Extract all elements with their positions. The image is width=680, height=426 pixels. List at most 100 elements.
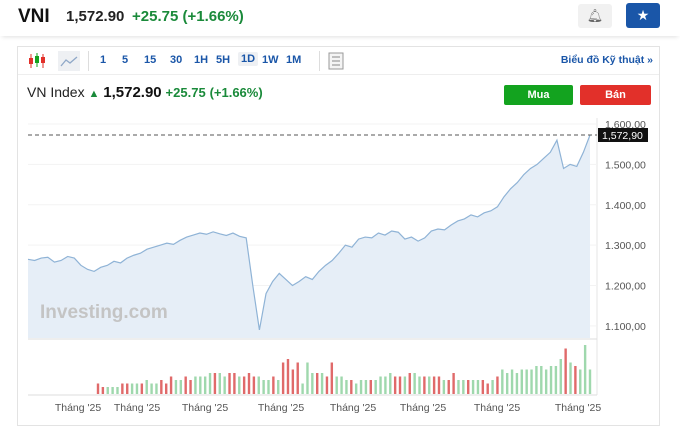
volume-bar	[150, 383, 153, 394]
y-tick-label: 1.100,00	[605, 321, 646, 333]
volume-bar	[501, 369, 504, 394]
volume-bar	[301, 383, 304, 394]
candlestick-icon[interactable]	[27, 51, 47, 71]
volume-bar	[316, 373, 319, 394]
volume-bar	[277, 380, 280, 394]
volume-bar	[330, 362, 334, 394]
interval-1W[interactable]: 1W	[262, 54, 279, 66]
volume-bar	[564, 348, 567, 394]
bell-plus-icon[interactable]: 🔔︎	[578, 4, 612, 28]
watermark: Investing.com	[40, 302, 168, 323]
volume-bar	[389, 373, 392, 394]
volume-bar	[364, 380, 368, 394]
instrument-change: +25.75	[165, 85, 206, 100]
volume-bar	[471, 380, 475, 394]
volume-bar	[505, 373, 509, 394]
volume-bar	[213, 373, 217, 394]
volume-bar	[257, 376, 260, 394]
interval-30[interactable]: 30	[170, 54, 183, 66]
x-tick-label: Tháng '25	[258, 402, 305, 414]
area-chart-icon[interactable]	[58, 51, 80, 71]
x-tick-label: Tháng '25	[400, 402, 447, 414]
change-pct: (+1.66%)	[182, 8, 244, 25]
volume-bar	[130, 383, 134, 394]
volume-bar	[281, 362, 285, 394]
volume-bar	[418, 376, 421, 394]
x-tick-label: Tháng '25	[114, 402, 161, 414]
volume-bar	[111, 387, 114, 394]
volume-bar	[447, 380, 450, 394]
interval-1[interactable]: 1	[100, 54, 107, 66]
volume-bar	[432, 376, 436, 394]
arrow-up-icon: ▲	[88, 88, 100, 100]
x-tick-label: Tháng '25	[330, 402, 377, 414]
volume-bar	[306, 362, 309, 394]
interval-1H[interactable]: 1H	[194, 54, 209, 66]
volume-bar	[496, 376, 499, 394]
volume-bar	[525, 369, 528, 394]
divider	[88, 51, 89, 71]
volume-bar	[350, 380, 353, 394]
y-tick-label: 1.500,00	[605, 159, 646, 171]
volume-bar	[208, 373, 212, 394]
news-icon[interactable]	[328, 52, 344, 70]
star-icon[interactable]: ★	[626, 3, 660, 28]
volume-bar	[126, 383, 129, 394]
volume-bar	[189, 380, 192, 394]
volume-bar	[267, 380, 270, 394]
volume-bar	[101, 387, 105, 394]
last-price-label: 1,572,90	[602, 130, 643, 142]
interval-1D[interactable]: 1D	[238, 52, 259, 66]
volume-bar	[549, 366, 553, 394]
x-tick-label: Tháng '25	[55, 402, 102, 414]
volume-bar	[510, 369, 514, 394]
volume-bar	[442, 380, 446, 394]
chart-toolbar: 1 5 15 30 1H 5H 1D 1W 1M Biểu đồ Kỹ thuật »	[18, 47, 659, 75]
interval-15[interactable]: 15	[144, 54, 157, 66]
interval-5[interactable]: 5	[122, 54, 129, 66]
y-tick-label: 1.400,00	[605, 200, 646, 212]
price-area	[28, 134, 590, 338]
x-tick-label: Tháng '25	[182, 402, 229, 414]
volume-bar	[233, 373, 236, 394]
volume-bar	[345, 380, 348, 394]
volume-bar	[262, 380, 265, 394]
chart-panel: 1 5 15 30 1H 5H 1D 1W 1M Biểu đồ Kỹ thuật » VN I…	[17, 46, 660, 426]
volume-bar	[554, 366, 558, 394]
volume-bar	[247, 373, 251, 394]
buy-button[interactable]: Mua	[504, 85, 573, 105]
volume-bar	[96, 383, 100, 394]
volume-bar	[286, 359, 290, 394]
volume-bar	[530, 369, 533, 394]
volume-bar	[462, 380, 465, 394]
volume-bar	[583, 345, 587, 394]
volume-bar	[160, 380, 163, 394]
technical-chart-link[interactable]: Biểu đồ Kỹ thuật »	[560, 54, 653, 66]
volume-bar	[486, 383, 489, 394]
volume-bar	[559, 359, 562, 394]
volume-bar	[491, 380, 494, 394]
volume-bar	[481, 380, 485, 394]
volume-bar	[579, 369, 582, 394]
volume-bar	[296, 362, 299, 394]
volume-bar	[228, 373, 231, 394]
volume-bar	[569, 362, 572, 394]
volume-bar	[199, 376, 202, 394]
price-change: +25.75 (+1.66%)	[132, 8, 244, 25]
volume-bar	[369, 380, 372, 394]
volume-bar	[574, 366, 577, 394]
interval-5H[interactable]: 5H	[216, 54, 231, 66]
quote-header: VNI 1,572.90 +25.75 (+1.66%) 🔔︎ ★	[0, 0, 680, 36]
last-price: 1,572.90	[66, 8, 125, 25]
interval-1M[interactable]: 1M	[286, 54, 302, 66]
volume-bar	[140, 383, 144, 394]
volume-bar	[540, 366, 543, 394]
sell-button[interactable]: Bán	[580, 85, 651, 105]
volume-bar	[272, 376, 275, 394]
volume-bar	[179, 380, 183, 394]
volume-bar	[145, 380, 148, 394]
volume-bar	[535, 366, 538, 394]
volume-bar	[413, 373, 416, 394]
volume-bar	[476, 380, 480, 394]
